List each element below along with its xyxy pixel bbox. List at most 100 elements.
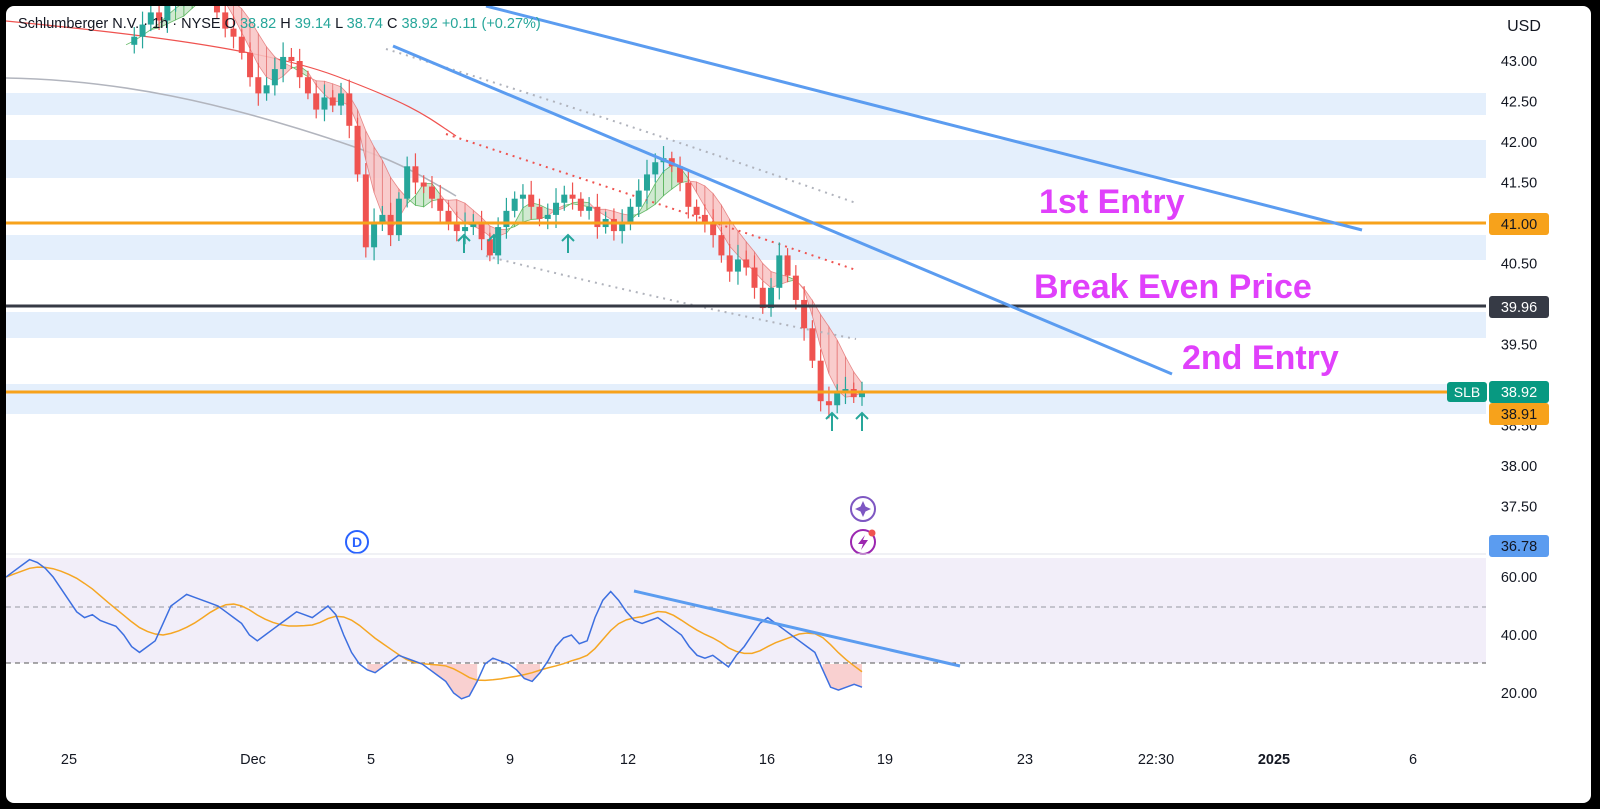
buy-arrow-icon	[855, 411, 869, 431]
legend-symbol: Schlumberger N.V.	[18, 16, 139, 32]
envelope-lower	[485, 255, 857, 340]
candle	[751, 255, 758, 299]
candle	[859, 381, 865, 406]
candle	[437, 184, 444, 224]
buy-signal-arrows	[457, 233, 869, 431]
candle	[619, 209, 626, 244]
candle	[470, 214, 477, 236]
candle	[420, 175, 427, 194]
time-axis[interactable]: 25 Dec 5 9 12 16 19 23 22:30 2025 6	[61, 752, 1417, 768]
moving-average-medium	[6, 20, 457, 137]
rsi-band	[6, 558, 1486, 663]
candle	[238, 29, 245, 60]
legend-separator: ·	[143, 16, 152, 32]
candle	[495, 217, 502, 265]
lightning-event-icon[interactable]	[850, 529, 876, 555]
time-tick-label: Dec	[240, 752, 266, 768]
candle	[834, 384, 841, 414]
ribbon-segment	[191, 6, 196, 10]
chart-canvas[interactable]: 1st Entry Break Even Price 2nd Entry D	[6, 6, 1591, 803]
candle	[362, 163, 369, 258]
rsi-pane[interactable]	[6, 558, 1486, 700]
time-tick-label: 23	[1017, 752, 1033, 768]
badge-first-entry-bg	[1489, 213, 1549, 235]
time-tick-label: 12	[620, 752, 636, 768]
annotation-breakeven: Break Even Price	[1034, 268, 1312, 306]
price-axis[interactable]: USD 43.0042.5042.0041.5040.5039.5038.503…	[1501, 18, 1541, 516]
candle	[296, 48, 303, 89]
candle	[379, 205, 386, 232]
price-badges: 41.00 39.96 SLB 38.92 38.91 36.78	[1447, 213, 1549, 557]
dividend-marker[interactable]: D	[345, 530, 369, 554]
candle	[453, 211, 460, 242]
rsi-axis[interactable]: 60.00 40.00 20.00	[1501, 570, 1537, 702]
ribbon-segment	[563, 202, 573, 209]
candle	[329, 90, 336, 113]
candle	[445, 202, 452, 231]
legend-interval: 1h	[152, 16, 168, 32]
candle	[635, 179, 642, 218]
candle	[313, 83, 320, 119]
candle	[412, 153, 419, 195]
buy-arrow-icon	[825, 411, 839, 431]
candle	[718, 227, 725, 263]
candle	[792, 265, 799, 310]
legend-open-value: 38.82	[240, 16, 276, 32]
candle	[346, 79, 353, 139]
currency-label: USD	[1507, 18, 1541, 35]
candle	[371, 208, 378, 261]
candle	[701, 204, 708, 233]
chart-legend[interactable]: Schlumberger N.V. · 1h · NYSE O 38.82 H …	[18, 16, 541, 32]
candle	[213, 6, 220, 19]
time-tick-label: 16	[759, 752, 775, 768]
candle	[652, 153, 659, 183]
badge-breakeven-bg	[1489, 296, 1549, 318]
rsi-divergence-trendline	[633, 589, 961, 668]
candle	[528, 180, 535, 220]
candle	[768, 278, 775, 317]
trendlines[interactable]	[392, 6, 1363, 376]
rsi-oversold-area	[430, 664, 478, 699]
ribbon-segment	[315, 80, 325, 96]
candle	[288, 48, 295, 70]
candle	[561, 185, 568, 211]
candle	[428, 176, 435, 209]
candle	[230, 15, 237, 49]
rsi-tick-label: 60.00	[1501, 570, 1537, 586]
time-tick-label: 22:30	[1138, 752, 1174, 768]
time-tick-label: 25	[61, 752, 77, 768]
zone-42-5	[6, 93, 1486, 115]
candle	[817, 349, 824, 412]
ribbon-segment	[183, 6, 193, 17]
legend-exchange: NYSE	[181, 16, 221, 32]
candle	[511, 191, 518, 218]
legend-low-label: L	[335, 16, 343, 32]
candle	[354, 117, 361, 182]
price-pane[interactable]: 1st Entry Break Even Price 2nd Entry D	[6, 6, 1486, 555]
candle	[338, 82, 345, 116]
candle	[586, 197, 593, 220]
chart-frame: 1st Entry Break Even Price 2nd Entry D	[6, 6, 1591, 803]
candle	[643, 159, 650, 204]
legend-high-value: 39.14	[295, 16, 331, 32]
rsi-oversold-area	[822, 664, 862, 691]
rsi-oversold-fill	[367, 664, 862, 699]
candle	[553, 188, 560, 229]
support-resistance-zones	[6, 93, 1486, 414]
rsi-tick-label: 40.00	[1501, 628, 1537, 644]
legend-separator: ·	[172, 16, 181, 32]
trendline-lower	[392, 44, 1173, 376]
badge-indicator: 36.78	[1501, 539, 1537, 555]
badge-last-price-bg	[1489, 381, 1549, 403]
rsi-ma-line	[6, 566, 863, 682]
horizontal-levels[interactable]	[6, 221, 1486, 394]
ribbon-segment	[415, 182, 425, 208]
ai-sparkle-icon[interactable]	[850, 496, 876, 522]
time-tick-label: 6	[1409, 752, 1417, 768]
candle	[255, 63, 262, 106]
ma-ribbon	[125, 6, 863, 399]
badge-slb-tag-bg	[1447, 382, 1487, 402]
rsi-lines	[6, 558, 863, 700]
candlestick-series[interactable]	[131, 6, 865, 419]
candle	[503, 197, 510, 239]
